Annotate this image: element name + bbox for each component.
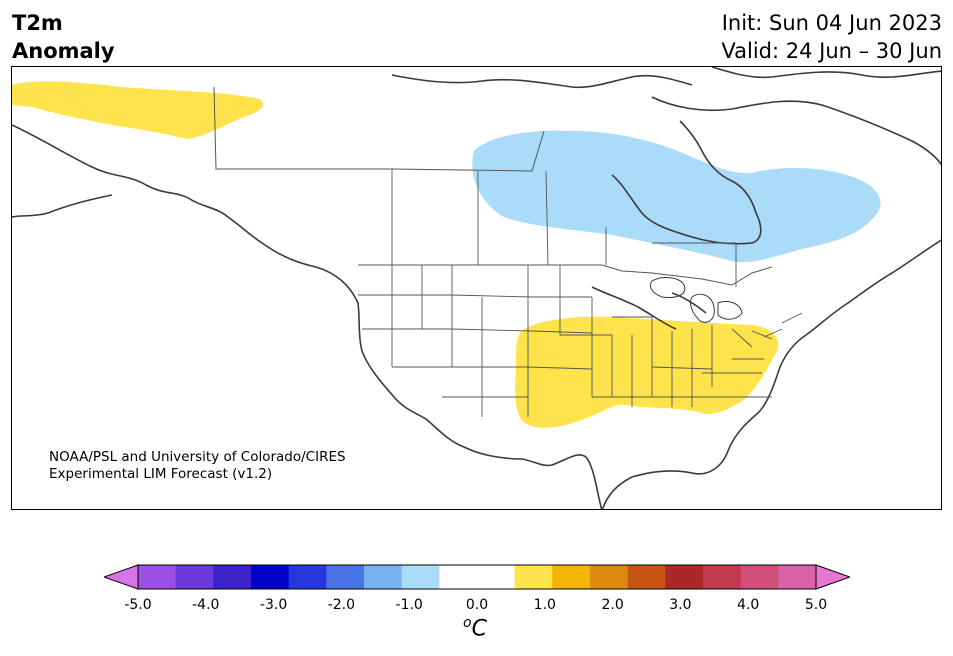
colorbar-tick-label: -5.0 — [124, 597, 152, 613]
colorbar-segment — [138, 565, 177, 589]
colorbar-segment — [552, 565, 591, 589]
map-title: T2m Anomaly — [12, 9, 115, 65]
colorbar-segment — [477, 565, 516, 589]
credit-line-2: Experimental LIM Forecast (v1.2) — [49, 466, 273, 482]
great-lakes — [649, 277, 743, 323]
title-type: Anomaly — [12, 39, 115, 63]
colorbar-tick-label: -3.0 — [259, 597, 288, 613]
colorbar-tick-label: 4.0 — [737, 597, 760, 613]
colorbar-segment — [778, 565, 817, 589]
colorbar-tick-label: 3.0 — [669, 597, 692, 613]
colorbar-tick-label: -2.0 — [327, 597, 356, 613]
colorbar-segment — [514, 565, 553, 589]
colorbar-segment — [175, 565, 214, 589]
colorbar-segment — [627, 565, 666, 589]
colorbar-unit: oC — [463, 615, 487, 642]
coastlines — [12, 67, 941, 509]
colorbar-segment — [665, 565, 704, 589]
colorbar-tick-label: -4.0 — [192, 597, 220, 613]
title-variable: T2m — [12, 11, 63, 35]
colorbar — [104, 564, 850, 590]
colorbar-ticks: -5.0 -4.0 -3.0 -2.0 -1.0 0.0 1.0 2.0 3.0 4.0 5.0 — [0, 597, 953, 615]
forecast-dates: Init: Sun 04 Jun 2023 Valid: 24 Jun – 30… — [721, 9, 942, 65]
colorbar-extend-low — [104, 564, 139, 590]
colorbar-tick-label: -1.0 — [395, 597, 423, 613]
colorbar-segment — [364, 565, 403, 589]
colorbar-tick-label: 1.0 — [533, 597, 556, 613]
colorbar-segment — [590, 565, 629, 589]
colorbar-segment — [251, 565, 290, 589]
init-date: Init: Sun 04 Jun 2023 — [721, 11, 942, 35]
colorbar-tick-label: 5.0 — [804, 597, 828, 613]
colorbar-segment — [288, 565, 327, 589]
map-panel — [11, 66, 942, 510]
anomaly-us-warm — [515, 316, 779, 428]
colorbar-segment — [326, 565, 365, 589]
colorbar-tick-label: 0.0 — [465, 597, 489, 613]
colorbar-segments — [104, 564, 850, 590]
colorbar-segment — [703, 565, 742, 589]
state-province-borders — [358, 169, 803, 417]
colorbar-extend-high — [815, 564, 850, 590]
valid-date: Valid: 24 Jun – 30 Jun — [721, 39, 942, 63]
anomaly-canada-cool — [472, 130, 881, 263]
credit-text: NOAA/PSL and University of Colorado/CIRE… — [49, 449, 346, 483]
colorbar-segment — [439, 565, 478, 589]
north-america-map — [12, 67, 941, 509]
colorbar-segment — [740, 565, 779, 589]
credit-line-1: NOAA/PSL and University of Colorado/CIRE… — [49, 449, 346, 465]
colorbar-segment — [401, 565, 440, 589]
anomaly-alaska-warm — [12, 81, 264, 139]
colorbar-segment — [213, 565, 252, 589]
colorbar-tick-label: 2.0 — [601, 597, 624, 613]
